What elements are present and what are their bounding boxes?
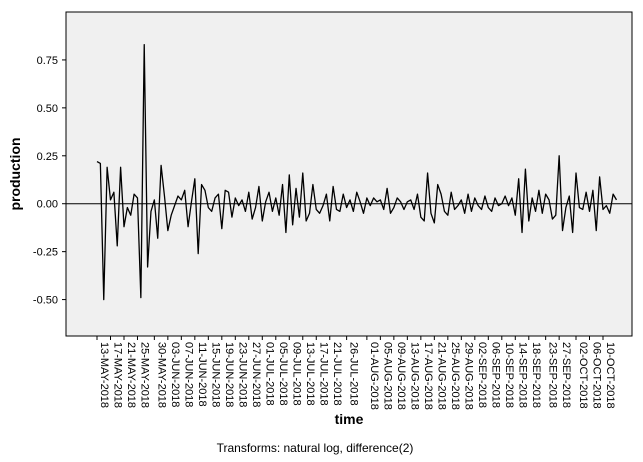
x-tick-label: 06-SEP-2018 [489, 342, 501, 408]
x-tick-label: 18-SEP-2018 [530, 342, 542, 408]
transform-footnote: Transforms: natural log, difference(2) [217, 441, 414, 455]
x-tick-label: 02-SEP-2018 [476, 342, 488, 408]
x-tick-label: 10-OCT-2018 [604, 342, 616, 409]
y-tick-label: -0.50 [33, 295, 58, 307]
x-tick-label: 01-AUG-2018 [368, 342, 380, 410]
x-tick-label: 03-JUN-2018 [169, 342, 181, 407]
x-tick-label: 17-JUL-2018 [317, 342, 329, 406]
x-tick-label: 10-SEP-2018 [503, 342, 515, 408]
x-tick-label: 07-JUN-2018 [182, 342, 194, 407]
series-line-production [96, 43, 618, 301]
x-tick-label: 11-JUN-2018 [196, 342, 208, 407]
x-tick-label: 25-MAY-2018 [138, 342, 150, 408]
x-tick-label: 09-JUL-2018 [290, 342, 302, 406]
x-tick-label: 06-OCT-2018 [591, 342, 603, 409]
y-tick-label: -0.25 [33, 247, 58, 259]
x-tick-label: 23-SEP-2018 [547, 342, 559, 408]
x-tick-label: 29-AUG-2018 [462, 342, 474, 410]
x-tick-label: 21-AUG-2018 [435, 342, 447, 410]
x-tick-label: 05-JUL-2018 [277, 342, 289, 406]
y-tick-label: 0.00 [37, 199, 58, 211]
x-tick-label: 30-MAY-2018 [155, 342, 167, 408]
x-tick-label: 05-AUG-2018 [381, 342, 393, 410]
x-tick-label: 27-JUN-2018 [250, 342, 262, 407]
x-tick-label: 23-JUN-2018 [236, 342, 248, 407]
x-tick-label: 17-AUG-2018 [422, 342, 434, 410]
x-tick-label: 14-SEP-2018 [516, 342, 528, 408]
y-tick-label: 0.75 [37, 55, 58, 67]
x-tick-label: 25-AUG-2018 [449, 342, 461, 410]
x-tick-label: 26-JUL-2018 [348, 342, 360, 406]
x-tick-label: 19-JUN-2018 [223, 342, 235, 407]
plot-area [65, 11, 633, 337]
x-tick-label: 27-SEP-2018 [560, 342, 572, 408]
x-tick-label: 02-OCT-2018 [577, 342, 589, 409]
y-tick-label: 0.50 [37, 103, 58, 115]
x-tick-label: 17-MAY-2018 [111, 342, 123, 408]
x-tick-label: 13-AUG-2018 [408, 342, 420, 410]
x-tick-label: 21-JUL-2018 [331, 342, 343, 406]
x-tick-label: 13-JUL-2018 [304, 342, 316, 406]
y-axis-title: production [7, 137, 23, 210]
y-tick-label: 0.25 [37, 151, 58, 163]
x-tick-label: 15-JUN-2018 [209, 342, 221, 407]
x-tick-label: 21-MAY-2018 [125, 342, 137, 408]
x-tick-label: 01-JUL-2018 [263, 342, 275, 406]
x-tick-label: 09-AUG-2018 [395, 342, 407, 410]
x-axis-title: time [335, 411, 364, 427]
x-tick-label: 13-MAY-2018 [98, 342, 110, 408]
